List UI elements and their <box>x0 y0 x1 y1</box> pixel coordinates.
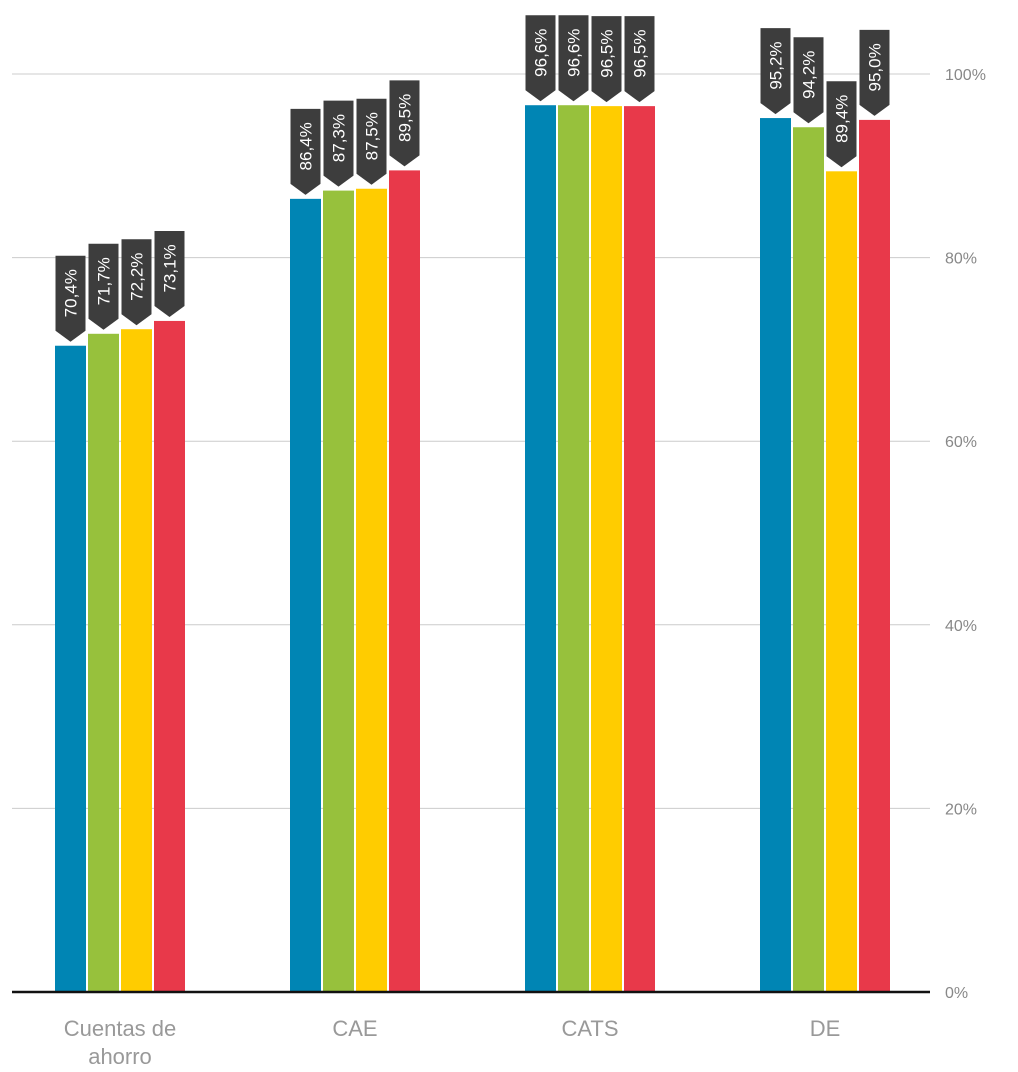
data-label: 70,4% <box>62 269 81 317</box>
data-label-callout <box>859 29 890 116</box>
data-label-callout <box>525 15 556 102</box>
data-label: 87,3% <box>330 114 349 162</box>
data-label-callout <box>591 16 622 103</box>
x-category-label: DE <box>810 1016 841 1041</box>
bars <box>55 105 890 993</box>
x-category-label: CATS <box>561 1016 618 1041</box>
data-label-callout <box>760 28 791 115</box>
y-tick-label: 0% <box>945 985 968 1002</box>
data-label-callout <box>624 16 655 103</box>
bar <box>525 105 556 993</box>
y-tick-label: 60% <box>945 434 977 451</box>
data-label: 96,5% <box>631 30 650 78</box>
x-category-label: Cuentas de ahorro <box>64 1016 177 1069</box>
data-label-callout <box>356 98 387 185</box>
data-label: 73,1% <box>161 244 180 292</box>
bar <box>323 190 354 992</box>
bar <box>55 345 86 992</box>
data-label-callout <box>88 243 119 330</box>
x-axis-categories: Cuentas de ahorro CAE CATS DE <box>64 1016 841 1069</box>
data-labels: 70,4% 86,4% 96,6% 95,2% 71,7% 87,3% 96,6% 94,2%… <box>55 15 890 342</box>
bar <box>826 171 857 993</box>
bar <box>558 105 589 993</box>
data-label: 89,4% <box>833 95 852 143</box>
data-label-callout <box>154 230 185 317</box>
data-label: 96,6% <box>565 29 584 77</box>
data-label: 95,2% <box>767 41 786 89</box>
data-label: 94,2% <box>800 51 819 99</box>
bar <box>624 106 655 992</box>
y-axis-ticks: 0% 20% 40% 60% 80% 100% <box>945 67 986 1002</box>
data-label-callout <box>389 80 420 167</box>
bar <box>793 127 824 992</box>
data-label: 86,4% <box>297 122 316 170</box>
y-tick-label: 20% <box>945 801 977 818</box>
data-label-callout <box>55 255 86 342</box>
data-label: 87,5% <box>363 112 382 160</box>
data-label-callout <box>558 15 589 102</box>
data-label-callout <box>290 108 321 195</box>
y-tick-label: 80% <box>945 251 977 268</box>
bar <box>290 198 321 992</box>
data-label-callout <box>793 37 824 124</box>
bar <box>121 329 152 993</box>
bar <box>389 170 420 992</box>
bar <box>154 320 185 992</box>
data-label: 96,5% <box>598 30 617 78</box>
bar <box>356 188 387 992</box>
data-label: 71,7% <box>95 257 114 305</box>
data-label: 89,5% <box>396 94 415 142</box>
data-label-callout <box>121 239 152 326</box>
bar <box>859 119 890 992</box>
bar <box>88 333 119 992</box>
data-label: 96,6% <box>532 29 551 77</box>
x-category-label: CAE <box>332 1016 377 1041</box>
data-label-callout <box>323 100 354 187</box>
y-tick-label: 40% <box>945 618 977 635</box>
data-label-callout <box>826 81 857 168</box>
data-label: 95,0% <box>866 43 885 91</box>
data-label: 72,2% <box>128 253 147 301</box>
bar <box>760 118 791 992</box>
y-tick-label: 100% <box>945 67 986 84</box>
bar <box>591 106 622 992</box>
